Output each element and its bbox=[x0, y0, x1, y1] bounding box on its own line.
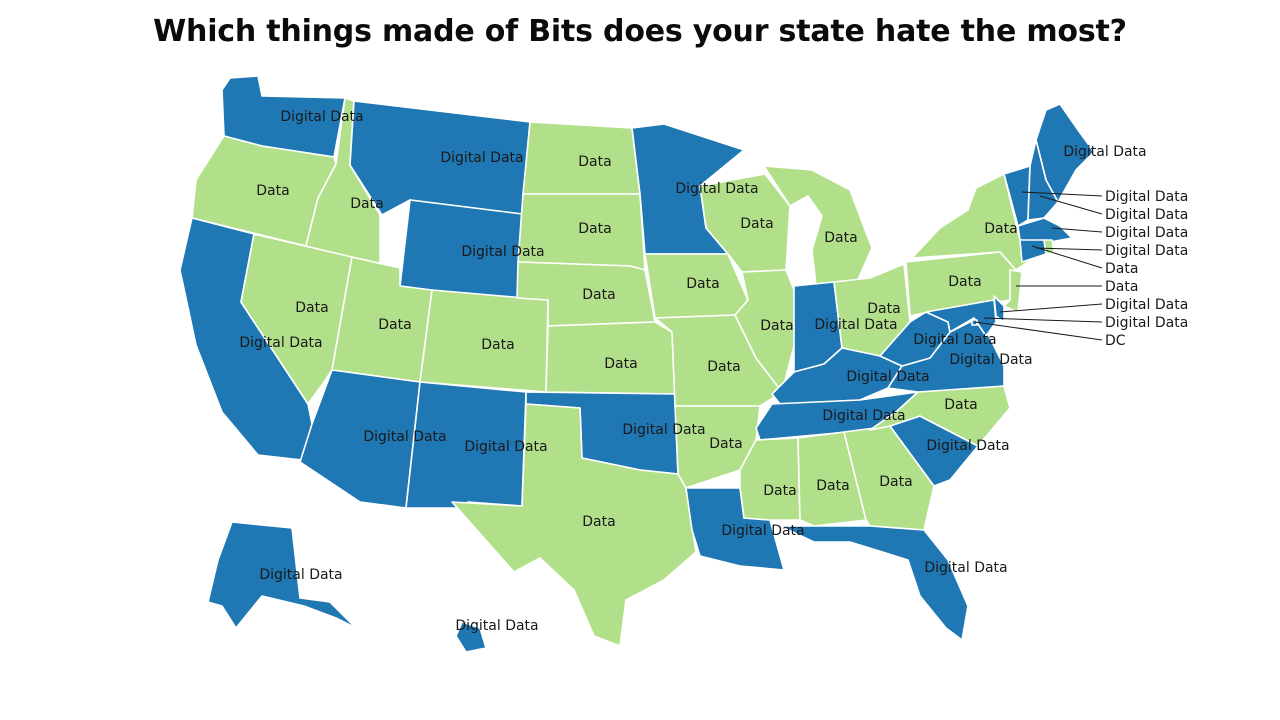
callout-line-MD bbox=[983, 317, 1103, 323]
label-MN: Digital Data bbox=[675, 181, 758, 197]
label-IA: Data bbox=[686, 276, 719, 292]
label-AL: Data bbox=[816, 478, 849, 494]
callout-label-RI: Data bbox=[1105, 261, 1138, 277]
callout-label-MA: Digital Data bbox=[1105, 225, 1188, 241]
callout-line-RI bbox=[1031, 245, 1103, 269]
state-MD bbox=[925, 299, 997, 337]
state-AL bbox=[797, 431, 867, 527]
label-TX: Data bbox=[582, 514, 615, 530]
label-WY: Digital Data bbox=[461, 244, 544, 260]
callout-label-CT: Digital Data bbox=[1105, 243, 1188, 259]
state-NY bbox=[911, 173, 1041, 271]
callout-line-NH bbox=[1039, 195, 1103, 215]
label-KS: Data bbox=[604, 356, 637, 372]
callout-line-CT bbox=[1035, 247, 1103, 251]
label-OK: Digital Data bbox=[622, 422, 705, 438]
label-ND: Data bbox=[578, 154, 611, 170]
state-FL bbox=[779, 525, 969, 641]
label-MI: Data bbox=[824, 230, 857, 246]
callout-label-DE: Digital Data bbox=[1105, 297, 1188, 313]
callout-line-DE bbox=[999, 303, 1103, 313]
label-IL: Data bbox=[760, 318, 793, 334]
label-ME: Digital Data bbox=[1063, 144, 1146, 160]
label-OR: Data bbox=[256, 183, 289, 199]
label-WV: Digital Data bbox=[913, 332, 996, 348]
label-WI: Data bbox=[740, 216, 773, 232]
label-AZ: Digital Data bbox=[363, 429, 446, 445]
label-UT: Data bbox=[378, 317, 411, 333]
label-KY: Digital Data bbox=[846, 369, 929, 385]
state-NH bbox=[1027, 139, 1059, 221]
state-HI bbox=[455, 621, 487, 653]
label-AR: Data bbox=[709, 436, 742, 452]
label-MT: Digital Data bbox=[440, 150, 523, 166]
state-AK bbox=[207, 521, 357, 629]
callout-line-MA bbox=[1051, 227, 1103, 233]
callout-label-MD: Digital Data bbox=[1105, 315, 1188, 331]
label-SD: Data bbox=[578, 221, 611, 237]
state-CT bbox=[1019, 239, 1047, 263]
state-DC bbox=[971, 319, 978, 326]
label-NM: Digital Data bbox=[464, 439, 547, 455]
state-NC bbox=[869, 385, 1011, 447]
label-CO: Data bbox=[481, 337, 514, 353]
callout-label-VT: Digital Data bbox=[1105, 189, 1188, 205]
label-OH: Data bbox=[867, 301, 900, 317]
label-CA: Digital Data bbox=[239, 335, 322, 351]
label-ID: Data bbox=[350, 196, 383, 212]
label-WA: Digital Data bbox=[280, 109, 363, 125]
state-NJ bbox=[1003, 269, 1023, 313]
label-VA: Digital Data bbox=[949, 352, 1032, 368]
label-NY: Data bbox=[984, 221, 1017, 237]
label-TN: Digital Data bbox=[822, 408, 905, 424]
map-title: Which things made of Bits does your stat… bbox=[153, 14, 1127, 49]
state-TX bbox=[451, 403, 697, 647]
callout-label-DC: DC bbox=[1105, 333, 1126, 349]
label-NV: Data bbox=[295, 300, 328, 316]
label-LA: Digital Data bbox=[721, 523, 804, 539]
label-MO: Data bbox=[707, 359, 740, 375]
callout-label-NH: Digital Data bbox=[1105, 207, 1188, 223]
callout-label-NJ: Data bbox=[1105, 279, 1138, 295]
callout-line-DC bbox=[974, 321, 1103, 341]
label-NE: Data bbox=[582, 287, 615, 303]
state-RI bbox=[1043, 239, 1055, 255]
label-NC: Data bbox=[944, 397, 977, 413]
label-GA: Data bbox=[879, 474, 912, 490]
label-HI: Digital Data bbox=[455, 618, 538, 634]
label-IN: Digital Data bbox=[814, 317, 897, 333]
label-FL: Digital Data bbox=[924, 560, 1007, 576]
label-PA: Data bbox=[948, 274, 981, 290]
callout-line-VT bbox=[1021, 191, 1103, 197]
label-MS: Data bbox=[763, 483, 796, 499]
label-AK: Digital Data bbox=[259, 567, 342, 583]
label-SC: Digital Data bbox=[926, 438, 1009, 454]
